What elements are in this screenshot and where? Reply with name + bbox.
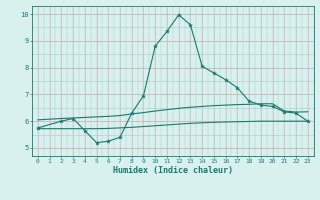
X-axis label: Humidex (Indice chaleur): Humidex (Indice chaleur) — [113, 166, 233, 175]
